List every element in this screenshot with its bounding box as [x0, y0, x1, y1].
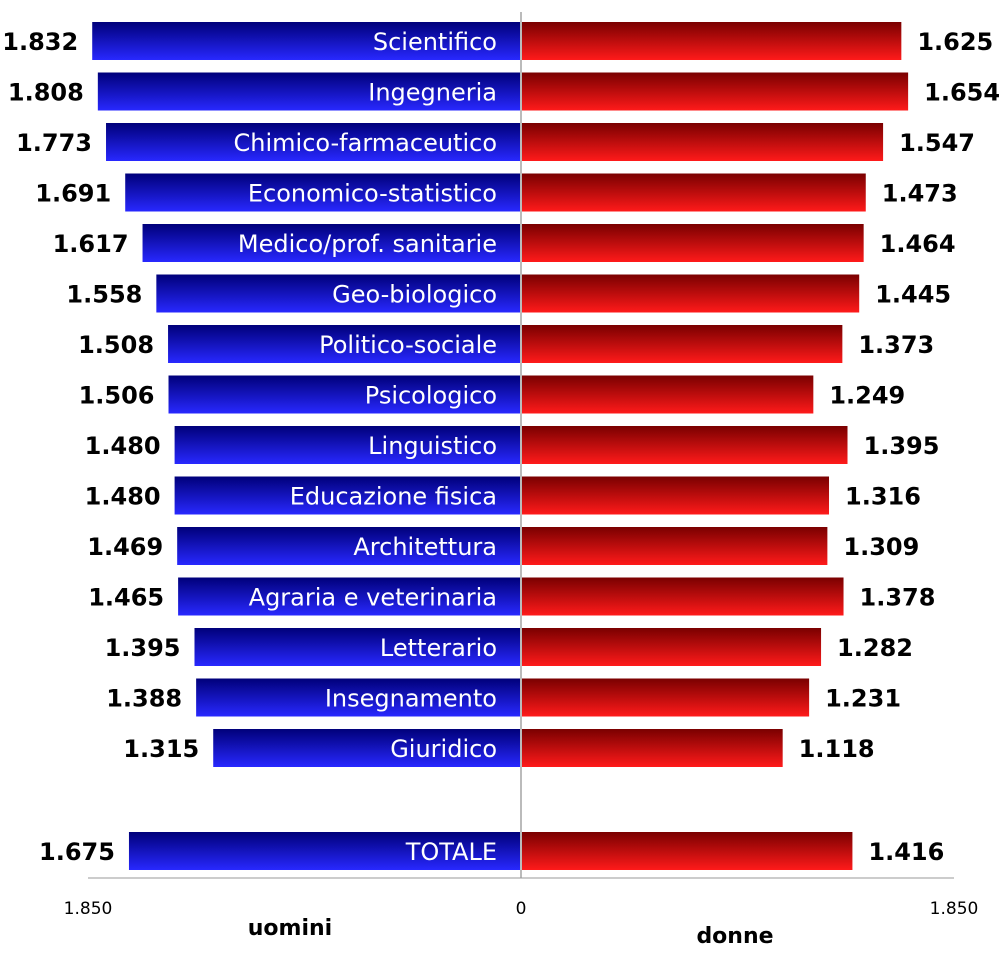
value-label-donne-totale: 1.416 — [868, 838, 944, 866]
value-label-donne-12: 1.282 — [837, 634, 913, 662]
value-label-donne-0: 1.625 — [917, 28, 993, 56]
category-label-8: Linguistico — [368, 432, 497, 460]
value-label-donne-13: 1.231 — [825, 685, 901, 713]
axis-label-donne: donne — [696, 924, 773, 949]
bar-donne-9 — [521, 476, 830, 515]
bar-uomini-13 — [196, 678, 521, 717]
value-label-uomini-3: 1.691 — [35, 180, 111, 208]
bar-uomini-12 — [194, 628, 521, 666]
value-label-donne-9: 1.316 — [845, 483, 921, 511]
category-label-6: Politico-sociale — [319, 331, 497, 359]
category-label-3: Economico-statistico — [248, 180, 497, 208]
bars-layer — [92, 22, 909, 870]
value-label-donne-2: 1.547 — [899, 129, 975, 157]
category-label-12: Letterario — [380, 634, 497, 662]
bar-uomini-11 — [178, 577, 521, 616]
bar-donne-totale — [521, 832, 853, 870]
bar-donne-7 — [521, 375, 814, 414]
value-label-donne-8: 1.395 — [864, 432, 940, 460]
bar-donne-10 — [521, 527, 828, 565]
value-label-donne-4: 1.464 — [880, 230, 956, 258]
bar-donne-0 — [521, 22, 902, 60]
category-label-2: Chimico-farmaceutico — [234, 129, 497, 157]
bar-donne-5 — [521, 274, 860, 313]
x-tick-label-0: 1.850 — [64, 899, 113, 919]
bar-uomini-0 — [92, 22, 521, 60]
bar-donne-6 — [521, 325, 843, 363]
bar-uomini-1 — [97, 72, 522, 111]
labels-layer: Scientifico 1.832 1.625 Ingegneria 1.808 1.65… — [2, 28, 1000, 949]
value-label-uomini-2: 1.773 — [16, 129, 92, 157]
bar-donne-1 — [521, 72, 909, 111]
category-label-0: Scientifico — [373, 28, 497, 56]
value-label-donne-5: 1.445 — [875, 281, 951, 309]
bar-donne-13 — [521, 678, 810, 717]
bar-donne-14 — [521, 729, 783, 767]
bar-uomini-8 — [174, 426, 521, 464]
value-label-donne-1: 1.654 — [924, 79, 1000, 107]
bar-donne-4 — [521, 224, 864, 262]
bar-donne-12 — [521, 628, 822, 666]
x-tick-label-1: 0 — [516, 899, 527, 919]
category-label-4: Medico/prof. sanitarie — [238, 230, 497, 258]
bar-uomini-9 — [174, 476, 521, 515]
x-tick-label-2: 1.850 — [930, 899, 979, 919]
axis-layer — [88, 12, 954, 879]
value-label-donne-3: 1.473 — [882, 180, 958, 208]
value-label-donne-7: 1.249 — [829, 382, 905, 410]
category-label-11: Agraria e veterinaria — [249, 584, 497, 612]
category-label-14: Giuridico — [390, 735, 497, 763]
category-label-9: Educazione fisica — [290, 483, 497, 511]
bar-uomini-5 — [156, 274, 521, 313]
value-label-uomini-13: 1.388 — [106, 685, 182, 713]
value-label-uomini-12: 1.395 — [105, 634, 181, 662]
bar-uomini-4 — [142, 224, 521, 262]
value-label-uomini-6: 1.508 — [78, 331, 154, 359]
value-label-uomini-5: 1.558 — [66, 281, 142, 309]
value-label-uomini-1: 1.808 — [8, 79, 84, 107]
bar-donne-2 — [521, 123, 884, 161]
value-label-donne-10: 1.309 — [843, 533, 919, 561]
value-label-uomini-8: 1.480 — [85, 432, 161, 460]
value-label-donne-11: 1.378 — [860, 584, 936, 612]
category-label-13: Insegnamento — [325, 685, 497, 713]
bar-uomini-totale — [128, 832, 521, 870]
bar-uomini-14 — [213, 729, 521, 767]
category-label-5: Geo-biologico — [332, 281, 497, 309]
value-label-uomini-9: 1.480 — [85, 483, 161, 511]
bar-uomini-7 — [168, 375, 521, 414]
value-label-donne-14: 1.118 — [799, 735, 875, 763]
bar-donne-3 — [521, 173, 866, 212]
category-label-totale: TOTALE — [405, 838, 497, 866]
category-label-1: Ingegneria — [368, 79, 497, 107]
category-label-7: Psicologico — [365, 382, 497, 410]
bar-uomini-10 — [177, 527, 521, 565]
bar-uomini-3 — [125, 173, 521, 212]
bar-uomini-6 — [168, 325, 521, 363]
bar-donne-11 — [521, 577, 844, 616]
value-label-uomini-0: 1.832 — [2, 28, 78, 56]
value-label-uomini-14: 1.315 — [123, 735, 199, 763]
axis-label-uomini: uomini — [248, 916, 332, 941]
category-label-10: Architettura — [353, 533, 497, 561]
bar-donne-8 — [521, 426, 848, 464]
value-label-uomini-7: 1.506 — [79, 382, 155, 410]
value-label-uomini-11: 1.465 — [88, 584, 164, 612]
value-label-uomini-10: 1.469 — [87, 533, 163, 561]
value-label-donne-6: 1.373 — [858, 331, 934, 359]
value-label-uomini-4: 1.617 — [53, 230, 129, 258]
bar-uomini-2 — [106, 123, 522, 161]
value-label-uomini-totale: 1.675 — [39, 838, 115, 866]
